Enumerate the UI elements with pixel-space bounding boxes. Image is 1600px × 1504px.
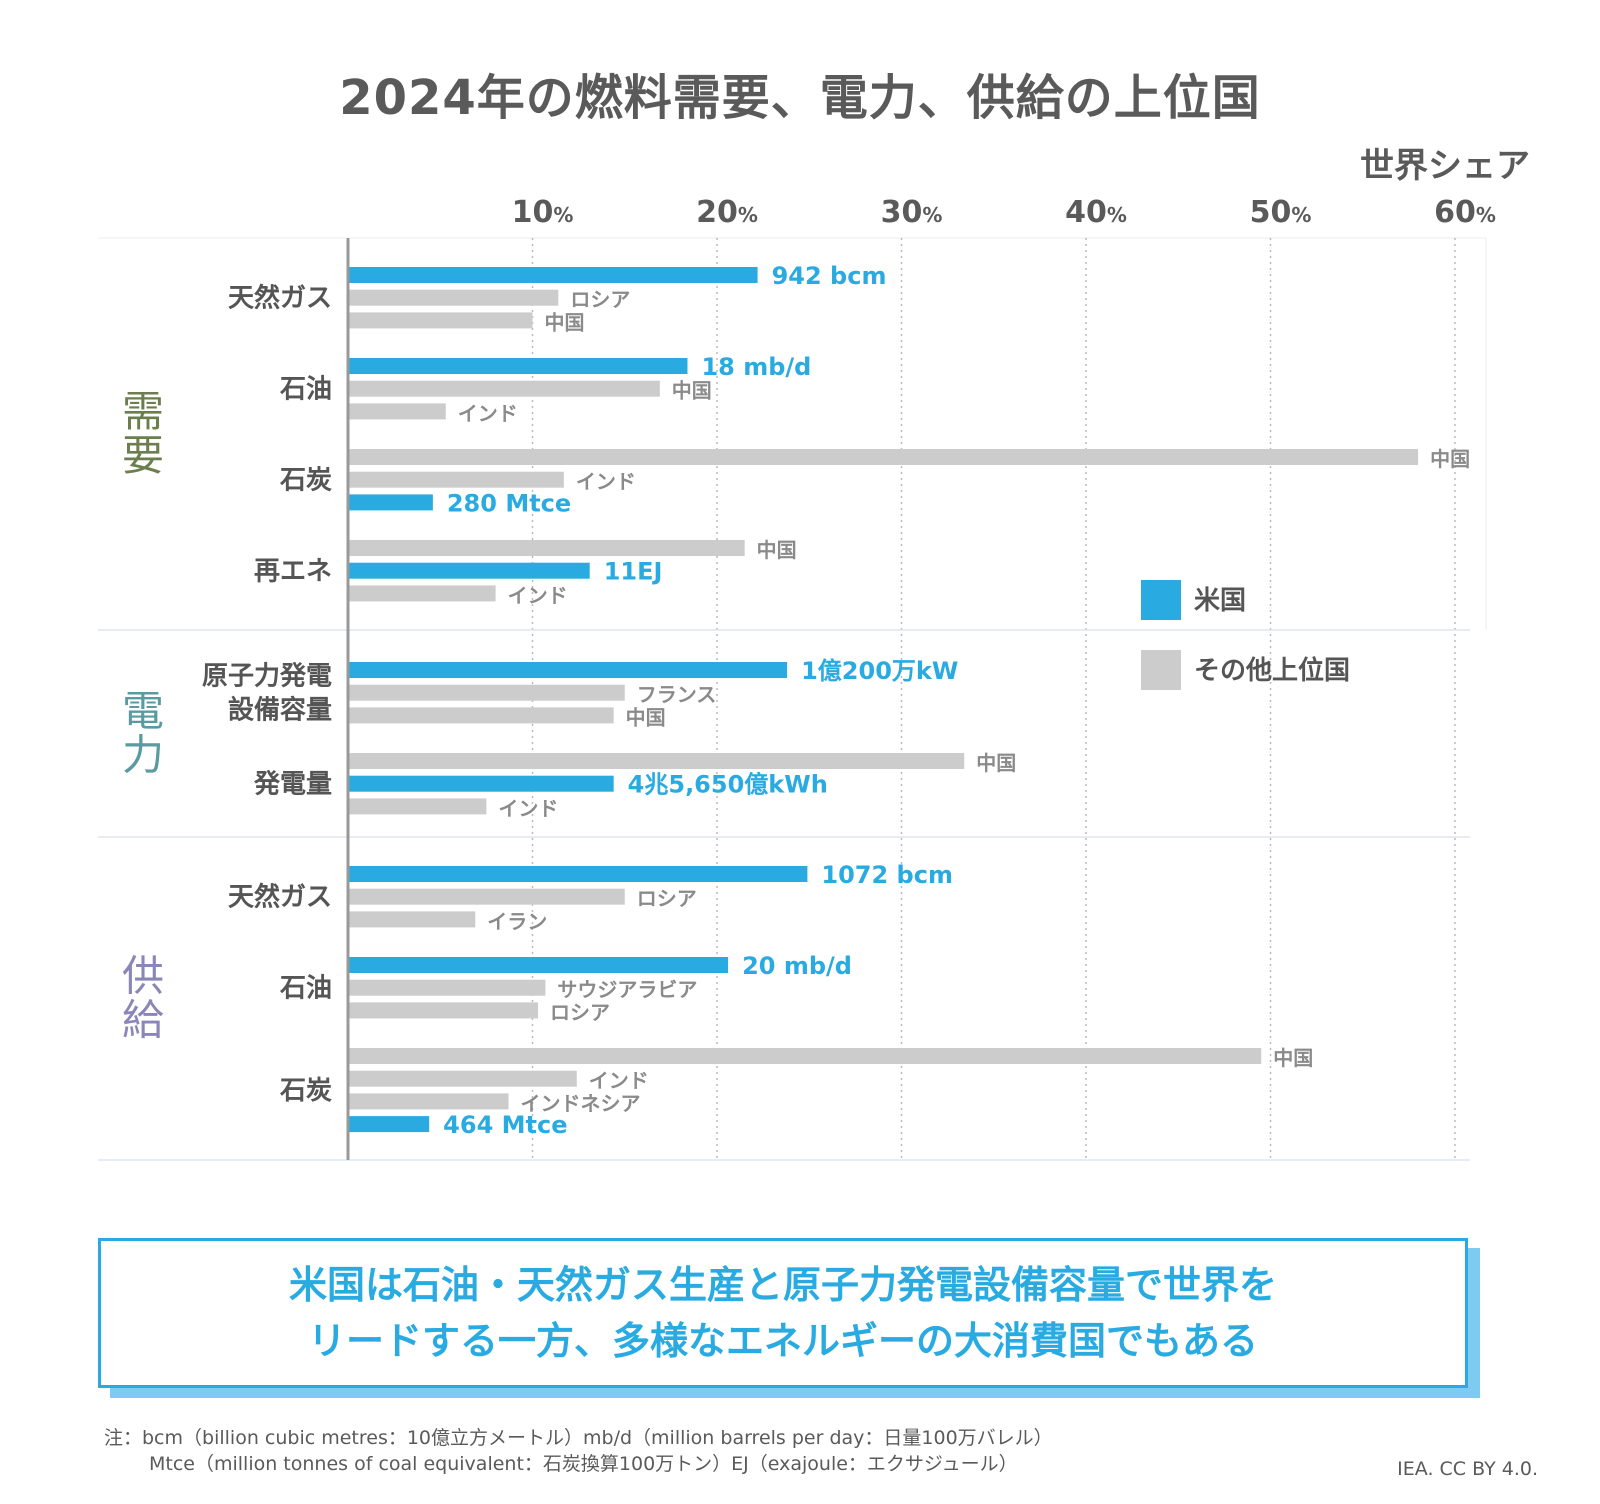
x-tick-label-60: 60% <box>1434 195 1496 230</box>
x-tick-label-20: 20% <box>696 195 758 230</box>
bar-2-0-2 <box>348 911 476 928</box>
bar-0-1-0 <box>348 358 688 374</box>
footnote-line-2: Mtce（million tonnes of coal equivalent：石… <box>149 1453 1018 1475</box>
bar-2-0-1 <box>348 888 625 905</box>
category-label-2-1: 石油 <box>279 974 332 1004</box>
bar-1-1-1 <box>348 775 614 792</box>
callout-line-1: 米国は石油・天然ガス生産と原子力発電設備容量で世界を <box>288 1263 1277 1307</box>
value-label-2-1-0: 20 mb/d <box>742 952 852 980</box>
country-label-1-1-0: 中国 <box>976 751 1016 775</box>
country-label-0-2-0: 中国 <box>1430 447 1470 471</box>
category-label-2-2: 石炭 <box>279 1076 332 1106</box>
bar-0-3-0 <box>348 540 745 556</box>
category-label-0-0: 天然ガス <box>228 283 332 314</box>
category-label-1-0: 原子力発電設備容量 <box>202 662 332 726</box>
bar-0-0-1 <box>348 289 559 306</box>
section-label-2: 供給 <box>122 952 164 1045</box>
bar-2-2-2 <box>348 1093 509 1110</box>
x-tick-label-30: 30% <box>881 195 943 230</box>
legend-swatch-others <box>1141 650 1181 690</box>
bar-0-0-0 <box>348 267 758 283</box>
country-label-1-0-1: フランス <box>637 683 717 707</box>
category-label-1-1: 発電量 <box>253 770 332 800</box>
bar-0-0-2 <box>348 312 533 329</box>
x-tick-label-50: 50% <box>1250 195 1312 230</box>
bar-1-0-1 <box>348 684 625 701</box>
footnote-line-1: 注：bcm（billion cubic metres：10億立方メートル）mb/… <box>104 1427 1053 1449</box>
bar-1-0-0 <box>348 662 788 678</box>
country-label-1-1-2: インド <box>498 796 558 820</box>
country-label-2-2-2: インドネシア <box>521 1091 641 1115</box>
x-axis-title: 世界シェア <box>1360 146 1530 186</box>
category-label-0-1: 石油 <box>279 375 332 405</box>
source-credit: IEA. CC BY 4.0. <box>1397 1458 1538 1480</box>
bar-1-0-2 <box>348 707 614 724</box>
country-label-0-1-1: 中国 <box>672 379 712 403</box>
bar-1-1-2 <box>348 798 487 815</box>
bar-2-1-1 <box>348 979 546 996</box>
callout-line-2: リードする一方、多様なエネルギーの大消費国でもある <box>307 1319 1258 1363</box>
category-label-0-2: 石炭 <box>279 466 332 496</box>
legend-label-others: その他上位国 <box>1194 655 1350 686</box>
bar-2-2-0 <box>348 1048 1262 1064</box>
legend-label-us: 米国 <box>1194 586 1246 616</box>
value-label-0-2-2: 280 Mtce <box>447 489 571 517</box>
bar-0-3-2 <box>348 585 496 602</box>
bar-2-1-0 <box>348 957 729 973</box>
bar-2-2-3 <box>348 1116 430 1133</box>
country-label-0-2-1: インド <box>576 470 636 494</box>
country-label-0-0-2: 中国 <box>545 310 585 334</box>
x-tick-label-40: 40% <box>1065 195 1127 230</box>
country-label-2-1-1: サウジアラビア <box>557 978 697 1002</box>
country-label-0-0-1: ロシア <box>570 288 630 312</box>
callout-box: 米国は石油・天然ガス生産と原子力発電設備容量で世界を リードする一方、多様なエネ… <box>98 1238 1468 1388</box>
bar-0-2-2 <box>348 494 433 511</box>
value-label-0-0-0: 942 bcm <box>772 262 887 290</box>
country-label-0-1-2: インド <box>458 401 518 425</box>
bar-0-1-1 <box>348 380 660 397</box>
value-label-1-1-1: 4兆5,650億kWh <box>628 771 828 799</box>
country-label-0-3-2: インド <box>508 583 568 607</box>
country-label-2-0-2: イラン <box>487 909 547 933</box>
bar-0-3-1 <box>348 562 590 579</box>
country-label-1-0-2: 中国 <box>626 705 666 729</box>
value-label-2-2-3: 464 Mtce <box>443 1111 567 1139</box>
bar-0-1-2 <box>348 403 446 420</box>
chart-title: 2024年の燃料需要、電力、供給の上位国 <box>339 70 1261 126</box>
category-label-0-3: 再エネ <box>254 557 332 587</box>
footnote: 注：bcm（billion cubic metres：10億立方メートル）mb/… <box>104 1425 1053 1477</box>
value-label-2-0-0: 1072 bcm <box>821 861 953 889</box>
bar-2-2-1 <box>348 1070 577 1087</box>
country-label-2-1-2: ロシア <box>550 1000 610 1024</box>
bar-0-2-1 <box>348 471 564 488</box>
value-label-1-0-0: 1億200万kW <box>801 657 958 685</box>
country-label-2-2-1: インド <box>589 1069 649 1093</box>
category-label-2-0: 天然ガス <box>228 882 332 913</box>
bar-1-1-0 <box>348 753 965 769</box>
section-label-1: 電力 <box>122 687 164 780</box>
legend-swatch-us <box>1141 580 1181 620</box>
bar-2-1-2 <box>348 1002 539 1019</box>
bar-2-0-0 <box>348 866 808 882</box>
country-label-2-0-1: ロシア <box>637 887 697 911</box>
x-tick-label-10: 10% <box>512 195 574 230</box>
country-label-0-3-0: 中国 <box>757 538 797 562</box>
section-label-0: 需要 <box>122 387 164 480</box>
value-label-0-1-0: 18 mb/d <box>701 353 811 381</box>
country-label-2-2-0: 中国 <box>1273 1046 1313 1070</box>
value-label-0-3-1: 11EJ <box>604 558 663 586</box>
bar-0-2-0 <box>348 449 1419 465</box>
